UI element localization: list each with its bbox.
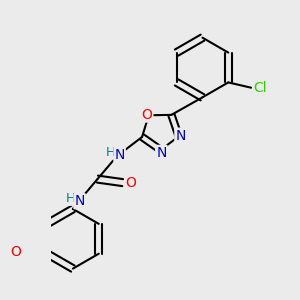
- Text: N: N: [74, 194, 85, 208]
- Text: O: O: [125, 176, 136, 190]
- Text: Cl: Cl: [253, 81, 267, 95]
- Text: N: N: [114, 148, 125, 161]
- Text: N: N: [156, 146, 167, 160]
- Text: H: H: [66, 192, 75, 205]
- Text: H: H: [106, 146, 115, 159]
- Text: O: O: [10, 245, 21, 259]
- Text: O: O: [142, 108, 152, 122]
- Text: N: N: [175, 129, 186, 142]
- Text: O: O: [10, 245, 21, 259]
